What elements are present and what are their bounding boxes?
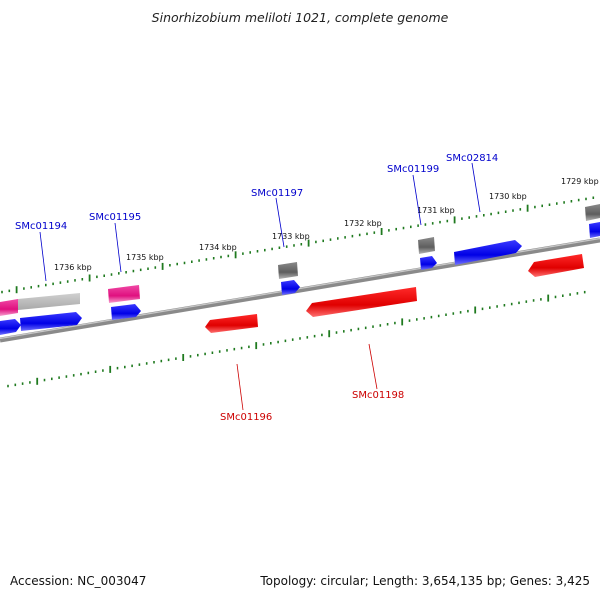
gene-label-smc01199[interactable]: SMc01199: [387, 164, 439, 175]
gene-label-smc01194[interactable]: SMc01194: [15, 221, 67, 232]
label-leader: [236, 363, 244, 411]
accession-text: Accession: NC_003047: [10, 574, 147, 588]
forward-cds[interactable]: [281, 280, 300, 295]
forward-cds[interactable]: [0, 319, 21, 335]
scale-label: 1732 kbp: [344, 219, 382, 228]
gene-feature[interactable]: [278, 262, 298, 279]
gene-label-smc01197[interactable]: SMc01197: [251, 188, 303, 199]
gene-label-smc01198[interactable]: SMc01198: [352, 390, 404, 401]
label-leader: [471, 162, 481, 213]
scale-label: 1735 kbp: [126, 253, 164, 262]
scale-label: 1731 kbp: [417, 206, 455, 215]
reverse-cds[interactable]: [528, 254, 584, 277]
label-leader: [275, 197, 285, 248]
gene-feature-light[interactable]: [18, 293, 80, 310]
label-leader: [114, 222, 122, 273]
scale-label: 1730 kbp: [489, 192, 527, 201]
scale-ticks-bottom: [7, 290, 586, 388]
forward-cds[interactable]: [111, 304, 141, 320]
gene-feature[interactable]: [585, 204, 600, 221]
reverse-cds[interactable]: [306, 287, 417, 317]
scale-label: 1736 kbp: [54, 263, 92, 272]
scale-label: 1734 kbp: [199, 243, 237, 252]
label-leader: [39, 231, 47, 282]
scale-label: 1733 kbp: [272, 232, 310, 241]
genome-backbone: [0, 237, 600, 343]
rna-feature[interactable]: [108, 285, 140, 303]
gene-label-smc02814[interactable]: SMc02814: [446, 153, 498, 164]
forward-cds[interactable]: [589, 222, 600, 238]
forward-cds[interactable]: [20, 312, 82, 331]
gene-label-smc01196[interactable]: SMc01196: [220, 412, 272, 423]
forward-cds[interactable]: [420, 256, 437, 270]
gene-label-smc01195[interactable]: SMc01195: [89, 212, 141, 223]
label-leader: [412, 174, 422, 226]
rna-feature[interactable]: [0, 299, 18, 316]
scale-ticks-top: [1, 196, 595, 294]
genome-title: Sinorhizobium meliloti 1021, complete ge…: [151, 10, 449, 25]
label-leader: [368, 343, 378, 390]
reverse-cds[interactable]: [205, 314, 258, 333]
gene-feature[interactable]: [418, 237, 435, 254]
scale-label: 1729 kbp: [561, 177, 599, 186]
forward-cds[interactable]: [454, 240, 522, 265]
genome-summary-text: Topology: circular; Length: 3,654,135 bp…: [260, 574, 590, 588]
